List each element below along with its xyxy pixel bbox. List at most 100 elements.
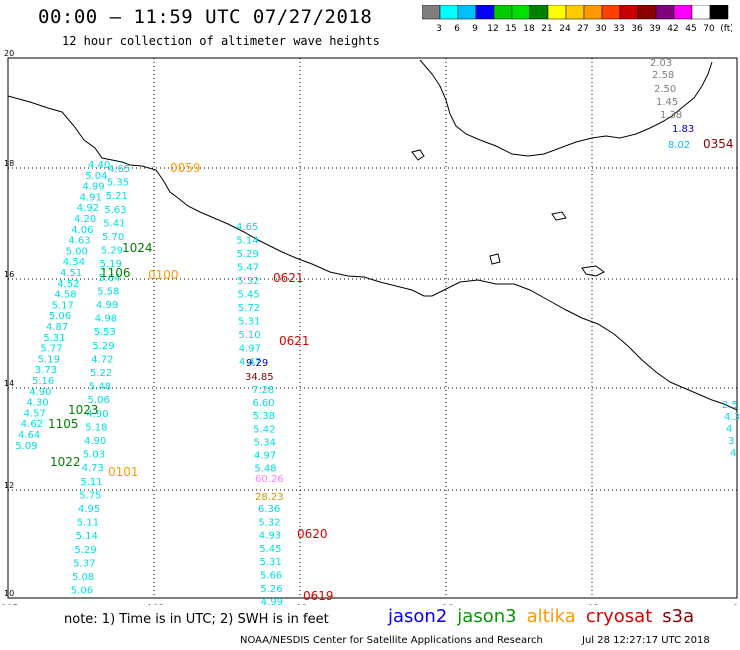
track-value: 5.19: [38, 354, 60, 365]
track-value: 2.5: [722, 400, 738, 411]
wave-height-values: 4.405.044.994.914.924.204.064.635.004.54…: [15, 58, 740, 605]
lon-label: -96: [439, 604, 454, 605]
gulf-value: 1.38: [660, 110, 682, 121]
track-value: 4.20: [74, 214, 96, 225]
track-value: 4.47: [239, 357, 261, 368]
track-value: 5.31: [43, 333, 65, 344]
footer-note: note: 1) Time is in UTC; 2) SWH is in fe…: [64, 612, 329, 627]
pass-time-label: 0100: [148, 268, 179, 282]
anomaly-value: 9.29: [246, 358, 268, 369]
legend-jason2: jason2: [388, 606, 448, 627]
scale-label: 9: [472, 24, 478, 34]
scale-label: 24: [559, 24, 571, 34]
anomaly-value: 60.26: [255, 474, 284, 485]
gulf-value: 2.58: [652, 70, 674, 81]
track-value: 5.06: [88, 395, 110, 406]
legend-altika: altika: [526, 606, 576, 627]
track-value: 5.37: [73, 558, 95, 569]
wave-height-map: -105-102-99-96-93-90201816141210 4.405.0…: [0, 49, 740, 605]
track-value: 4.91: [80, 192, 102, 203]
track-value: 5.45: [238, 290, 260, 301]
track-value: 5.66: [260, 571, 282, 582]
legend-jason3: jason3: [457, 606, 517, 627]
scale-label: 36: [631, 24, 643, 34]
legend-cryosat: cryosat: [585, 606, 653, 627]
lat-label: 12: [4, 481, 14, 490]
pass-time-label: 0621: [273, 271, 304, 285]
track-value: 4: [730, 448, 736, 459]
track-value: 4.93: [259, 531, 281, 542]
gulf-value: 8.02: [668, 140, 690, 151]
track-value: 4.3: [724, 412, 740, 423]
track-value: 4.40: [88, 160, 110, 171]
lat-label: 20: [4, 49, 14, 58]
track-value: 4.97: [239, 344, 261, 355]
scale-label: 3: [436, 24, 442, 34]
track-value: 5.09: [15, 441, 37, 452]
track-value: 6.36: [258, 504, 280, 515]
generation-timestamp: Jul 28 12:27:17 UTC 2018: [582, 635, 710, 646]
page-subtitle: 12 hour collection of altimeter wave hei…: [62, 34, 380, 48]
track-value: 5.58: [97, 286, 119, 297]
track-value: 4.99: [82, 182, 104, 193]
track-value: 5.41: [103, 218, 125, 229]
track-value: 5.75: [79, 490, 101, 501]
track-value: 5.29: [101, 246, 123, 257]
track-value: 4.92: [77, 203, 99, 214]
page-title: 00:00 – 11:59 UTC 07/27/2018: [38, 6, 373, 28]
pass-time-label: 1024: [122, 241, 153, 255]
track-value: 4.97: [254, 451, 276, 462]
credit-line: NOAA/NESDIS Center for Satellite Applica…: [240, 635, 543, 646]
track-value: 5.22: [90, 368, 112, 379]
track-value: 4.51: [60, 268, 82, 279]
scale-label: 21: [541, 24, 552, 34]
track-value: 5.10: [238, 330, 260, 341]
lon-label: -99: [293, 604, 308, 605]
track-value: 5.64: [98, 273, 120, 284]
lat-label: 16: [4, 270, 14, 279]
track-value: 5.14: [76, 531, 98, 542]
track-value: 5.08: [72, 572, 94, 583]
gulf-value: 2.03: [650, 58, 672, 69]
track-value: 4.98: [95, 314, 117, 325]
track-value: 5.72: [238, 303, 260, 314]
island-4: [489, 253, 501, 265]
track-value: 5.47: [237, 263, 259, 274]
pass-time-label: 1106: [100, 266, 131, 280]
coastline-mainland: [7, 95, 738, 411]
track-value: 5.14: [236, 236, 258, 247]
track-value: 4.72: [91, 354, 113, 365]
pass-time-label: 0619: [303, 589, 334, 603]
track-value: 4.73: [82, 463, 104, 474]
lon-label: -93: [585, 604, 600, 605]
track-value: 4.62: [21, 419, 43, 430]
track-value: 5.70: [102, 232, 124, 243]
track-value: 5.29: [237, 249, 259, 260]
track-value: 5.06: [49, 311, 71, 322]
scale-label: 42: [667, 24, 678, 34]
track-value: 5.11: [80, 477, 102, 488]
scale-swatch: [709, 5, 729, 20]
track-value: 4.58: [54, 290, 76, 301]
track-value: 5.32: [237, 276, 259, 287]
track-value: 5.26: [260, 584, 282, 595]
track-value: 5.38: [253, 411, 275, 422]
track-value: 5.35: [107, 178, 129, 189]
track-value: 4.90: [84, 436, 106, 447]
gulf-value: 1.83: [672, 124, 694, 135]
coastline-gulf: [419, 59, 713, 157]
pass-time-label: 0620: [297, 527, 328, 541]
coastline: [7, 59, 738, 411]
graticule: -105 -102 -99 -96 -93 -90 20 18 16 14 12 10: [0, 49, 740, 605]
track-value: 4: [726, 424, 732, 435]
pass-time-label: 1023: [68, 403, 99, 417]
track-value: 5.04: [85, 171, 107, 182]
scale-label: 27: [577, 24, 588, 34]
track-value: 4.99: [261, 597, 283, 605]
track-value: 4.30: [26, 398, 48, 409]
track-value: 4.90: [29, 387, 51, 398]
island-3: [581, 265, 605, 277]
track-value: 4.06: [71, 225, 93, 236]
track-value: 3: [728, 436, 734, 447]
track-value: 4.52: [57, 279, 79, 290]
